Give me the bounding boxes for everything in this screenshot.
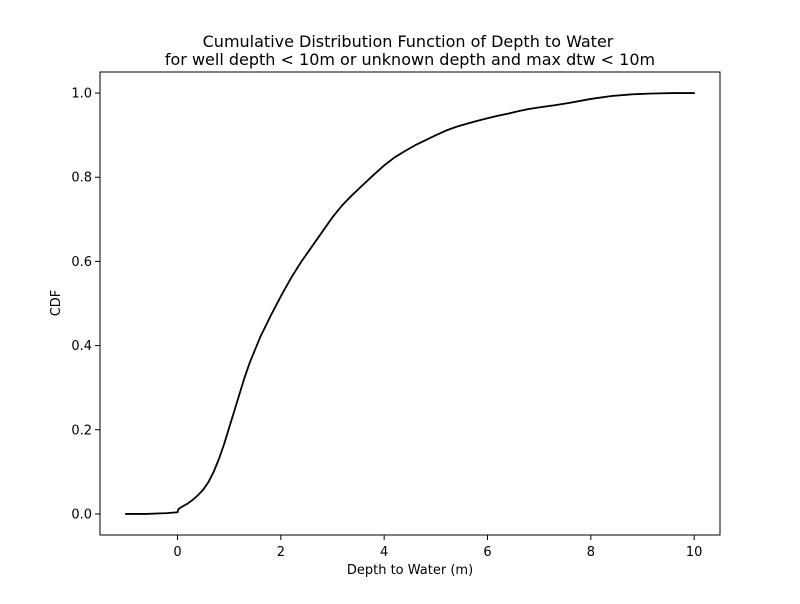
x-tick-label: 10 [686,545,703,560]
x-tick-label: 4 [380,545,388,560]
x-axis-ticks: 0 2 4 6 8 10 [173,535,702,560]
x-tick-label: 6 [483,545,491,560]
y-tick-label: 1.0 [71,87,92,102]
x-tick-label: 8 [587,545,595,560]
x-tick-label: 0 [173,545,181,560]
chart-title: Cumulative Distribution Function of Dept… [203,32,614,51]
y-axis-label: CDF [49,290,64,317]
y-axis-ticks: 0.0 0.2 0.4 0.6 0.8 1.0 [71,87,100,522]
x-tick-label: 2 [277,545,285,560]
y-tick-label: 0.2 [71,423,92,438]
cdf-line [124,92,696,515]
y-tick-label: 0.6 [71,255,92,270]
plot-frame [99,71,721,536]
x-axis-label: Depth to Water (m) [347,563,473,578]
y-tick-label: 0.0 [71,507,92,522]
y-tick-label: 0.8 [71,171,92,186]
y-tick-label: 0.4 [71,339,92,354]
chart-subtitle: for well depth < 10m or unknown depth an… [165,50,655,69]
